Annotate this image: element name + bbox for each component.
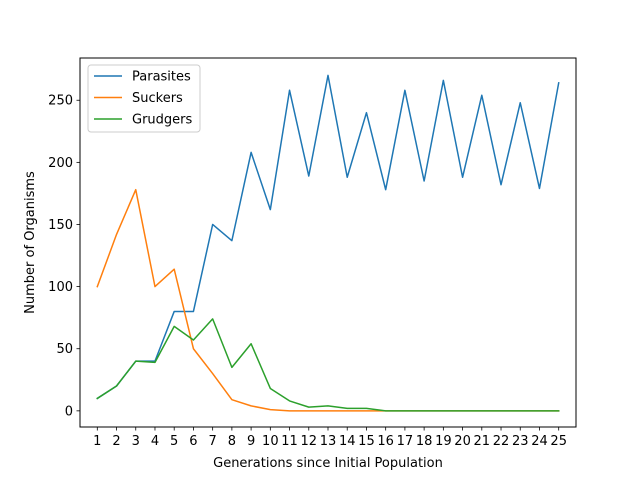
x-tick-label: 18 bbox=[416, 434, 433, 449]
y-tick-label: 0 bbox=[65, 404, 73, 419]
legend-label-suckers: Suckers bbox=[132, 91, 183, 106]
x-tick-label: 12 bbox=[301, 434, 318, 449]
y-axis-label: Number of Organisms bbox=[23, 171, 38, 314]
x-tick-label: 1 bbox=[93, 434, 101, 449]
x-tick-label: 21 bbox=[474, 434, 491, 449]
x-axis-label: Generations since Initial Population bbox=[213, 456, 443, 471]
x-tick-label: 22 bbox=[493, 434, 510, 449]
x-tick-label: 13 bbox=[320, 434, 337, 449]
x-tick-label: 8 bbox=[228, 434, 236, 449]
x-tick-label: 2 bbox=[112, 434, 120, 449]
y-tick-label: 100 bbox=[48, 280, 73, 295]
legend-box bbox=[87, 64, 201, 133]
legend-label-grudgers: Grudgers bbox=[132, 113, 193, 128]
x-tick-label: 14 bbox=[339, 434, 356, 449]
legend: Parasites Suckers Grudgers bbox=[87, 64, 201, 133]
x-tick-label: 15 bbox=[358, 434, 375, 449]
x-tick-label: 6 bbox=[189, 434, 197, 449]
legend-label-parasites: Parasites bbox=[132, 70, 191, 85]
x-tick-label: 24 bbox=[531, 434, 548, 449]
series-layer bbox=[96, 74, 560, 412]
ticks-layer: 1 2 3 4 5 6 7 8 9 10 11 12 13 14 15 16 17 18 19 20 21 22 23 24 2… bbox=[48, 94, 567, 449]
x-tick-label: 23 bbox=[512, 434, 529, 449]
x-tick-label: 11 bbox=[281, 434, 298, 449]
x-tick-label: 5 bbox=[170, 434, 178, 449]
y-tick-label: 250 bbox=[48, 94, 73, 109]
y-tick-label: 200 bbox=[48, 156, 73, 171]
x-tick-label: 25 bbox=[550, 434, 567, 449]
x-tick-label: 20 bbox=[454, 434, 471, 449]
x-tick-label: 9 bbox=[247, 434, 255, 449]
x-tick-label: 17 bbox=[397, 434, 414, 449]
x-tick-label: 19 bbox=[435, 434, 452, 449]
series-line-grudgers bbox=[96, 318, 560, 412]
series-line-parasites bbox=[96, 74, 560, 400]
x-tick-label: 10 bbox=[262, 434, 279, 449]
y-tick-label: 50 bbox=[56, 342, 73, 357]
x-tick-label: 3 bbox=[132, 434, 140, 449]
x-tick-label: 4 bbox=[151, 434, 159, 449]
x-tick-label: 16 bbox=[377, 434, 394, 449]
x-tick-label: 7 bbox=[209, 434, 217, 449]
y-tick-label: 150 bbox=[48, 218, 73, 233]
